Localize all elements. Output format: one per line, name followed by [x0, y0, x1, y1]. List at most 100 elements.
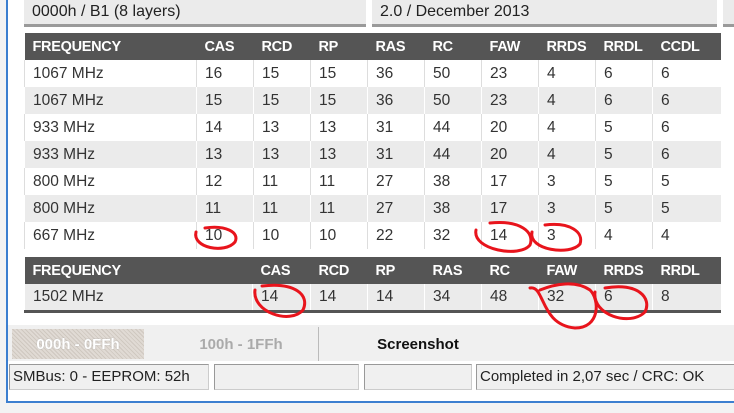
- column-header: CAS: [252, 257, 311, 284]
- table-cell: 10: [196, 222, 254, 249]
- table-cell: 6: [595, 284, 653, 311]
- table-cell: 14: [252, 284, 311, 311]
- table-row: 1067 MHz 16 15 15 36 50 23 4 6 6: [24, 60, 721, 87]
- table-cell: 4: [595, 222, 653, 249]
- status-result: Completed in 2,07 sec / CRC: OK: [476, 364, 734, 390]
- table-cell: 20: [481, 141, 539, 168]
- table-cell: 4: [538, 87, 596, 114]
- table-cell: 4: [538, 141, 596, 168]
- table-cell: 11: [196, 195, 254, 222]
- table-cell: 31: [367, 114, 425, 141]
- table-cell: 800 MHz: [24, 168, 197, 195]
- table-cell: 13: [253, 114, 311, 141]
- column-header: RRDL: [652, 257, 721, 284]
- table-cell: 6: [595, 87, 653, 114]
- table-cell: 50: [424, 87, 482, 114]
- table-cell: 44: [424, 141, 482, 168]
- table-cell: 10: [253, 222, 311, 249]
- table-row: 800 MHz 11 11 11 27 38 17 3 5 5: [24, 195, 721, 222]
- table-cell: 17: [481, 168, 539, 195]
- column-header: FAW: [538, 257, 596, 284]
- column-header: CCDL: [652, 33, 721, 60]
- table-cell: 14: [367, 284, 425, 311]
- table-cell: 933 MHz: [24, 141, 197, 168]
- table-cell: 4: [538, 114, 596, 141]
- table-cell: 5: [652, 168, 721, 195]
- table-cell: 3: [538, 195, 596, 222]
- table-cell: 14: [481, 222, 539, 249]
- table-cell: 6: [652, 114, 721, 141]
- table-cell: 15: [310, 87, 368, 114]
- table-cell: 6: [652, 60, 721, 87]
- column-header: FAW: [481, 33, 539, 60]
- table-cell: 31: [367, 141, 425, 168]
- table-cell: 12: [196, 168, 254, 195]
- table-cell: 15: [253, 87, 311, 114]
- column-header: RC: [424, 33, 482, 60]
- status-bus: SMBus: 0 - EEPROM: 52h: [9, 364, 209, 390]
- column-header: RP: [310, 33, 368, 60]
- table-cell: 32: [538, 284, 596, 311]
- table-cell: 10: [310, 222, 368, 249]
- revision-info: 2.0 / December 2013: [372, 0, 717, 27]
- header-row: FREQUENCY CAS RCD RP RAS RC FAW RRDS RRDL CCDL: [24, 33, 721, 60]
- table-cell: 5: [652, 195, 721, 222]
- table-cell: 16: [196, 60, 254, 87]
- table-cell: 5: [595, 114, 653, 141]
- range-000-0ff-button[interactable]: 000h - 0FFh: [12, 329, 144, 359]
- column-header: RRDS: [538, 33, 596, 60]
- table-cell: 15: [253, 60, 311, 87]
- table-cell: 22: [367, 222, 425, 249]
- table-row: 1067 MHz 15 15 15 36 50 23 4 6 6: [24, 87, 721, 114]
- range-100-1ff-button[interactable]: 100h - 1FFh: [199, 335, 283, 353]
- table-row: 1502 MHz 14 14 14 34 48 32 6 8: [24, 284, 721, 311]
- table-cell: 17: [481, 195, 539, 222]
- table-cell: 14: [196, 114, 254, 141]
- table-cell: 15: [196, 87, 254, 114]
- table-cell: 11: [253, 195, 311, 222]
- table-cell: 6: [652, 87, 721, 114]
- table-cell: 13: [310, 114, 368, 141]
- column-header: FREQUENCY: [24, 257, 253, 284]
- table-cell: 36: [367, 60, 425, 87]
- column-header: RP: [367, 257, 425, 284]
- header-row: FREQUENCY CAS RCD RP RAS RC FAW RRDS RRDL: [24, 257, 721, 284]
- table-cell: 3: [538, 168, 596, 195]
- table-cell: 4: [652, 222, 721, 249]
- table-cell: 38: [424, 195, 482, 222]
- jedec-timings-table: FREQUENCY CAS RCD RP RAS RC FAW RRDS RRDL CCDL 106…: [24, 33, 721, 249]
- table-cell: 13: [196, 141, 254, 168]
- screenshot-button[interactable]: Screenshot: [377, 335, 459, 353]
- xmp-timings-table: FREQUENCY CAS RCD RP RAS RC FAW RRDS RRDL 1502 MH…: [24, 257, 721, 313]
- column-header: RRDL: [595, 33, 653, 60]
- table-cell: 38: [424, 168, 482, 195]
- info-cell-extra: [723, 0, 734, 27]
- table-cell: 1067 MHz: [24, 60, 197, 87]
- table-cell: 6: [652, 141, 721, 168]
- divider: [318, 327, 319, 361]
- table-row: 933 MHz 14 13 13 31 44 20 4 5 6: [24, 114, 721, 141]
- column-header: CAS: [196, 33, 254, 60]
- column-header: RC: [481, 257, 539, 284]
- table-cell: 5: [595, 141, 653, 168]
- column-header: RCD: [310, 257, 368, 284]
- button-bar: 000h - 0FFh 100h - 1FFh Screenshot: [8, 325, 734, 361]
- status-panel-2: [214, 364, 359, 390]
- table-cell: 13: [310, 141, 368, 168]
- column-header: RRDS: [595, 257, 653, 284]
- table-cell: 13: [253, 141, 311, 168]
- column-header: FREQUENCY: [24, 33, 197, 60]
- table-cell: 11: [253, 168, 311, 195]
- table-cell: 800 MHz: [24, 195, 197, 222]
- table-cell: 11: [310, 195, 368, 222]
- table-cell: 23: [481, 60, 539, 87]
- table-cell: 1502 MHz: [24, 284, 253, 311]
- table-cell: 48: [481, 284, 539, 311]
- table-cell: 6: [595, 60, 653, 87]
- column-header: RAS: [424, 257, 482, 284]
- table-cell: 44: [424, 114, 482, 141]
- table-cell: 27: [367, 168, 425, 195]
- table-cell: 50: [424, 60, 482, 87]
- table-cell: 667 MHz: [24, 222, 197, 249]
- table-cell: 14: [310, 284, 368, 311]
